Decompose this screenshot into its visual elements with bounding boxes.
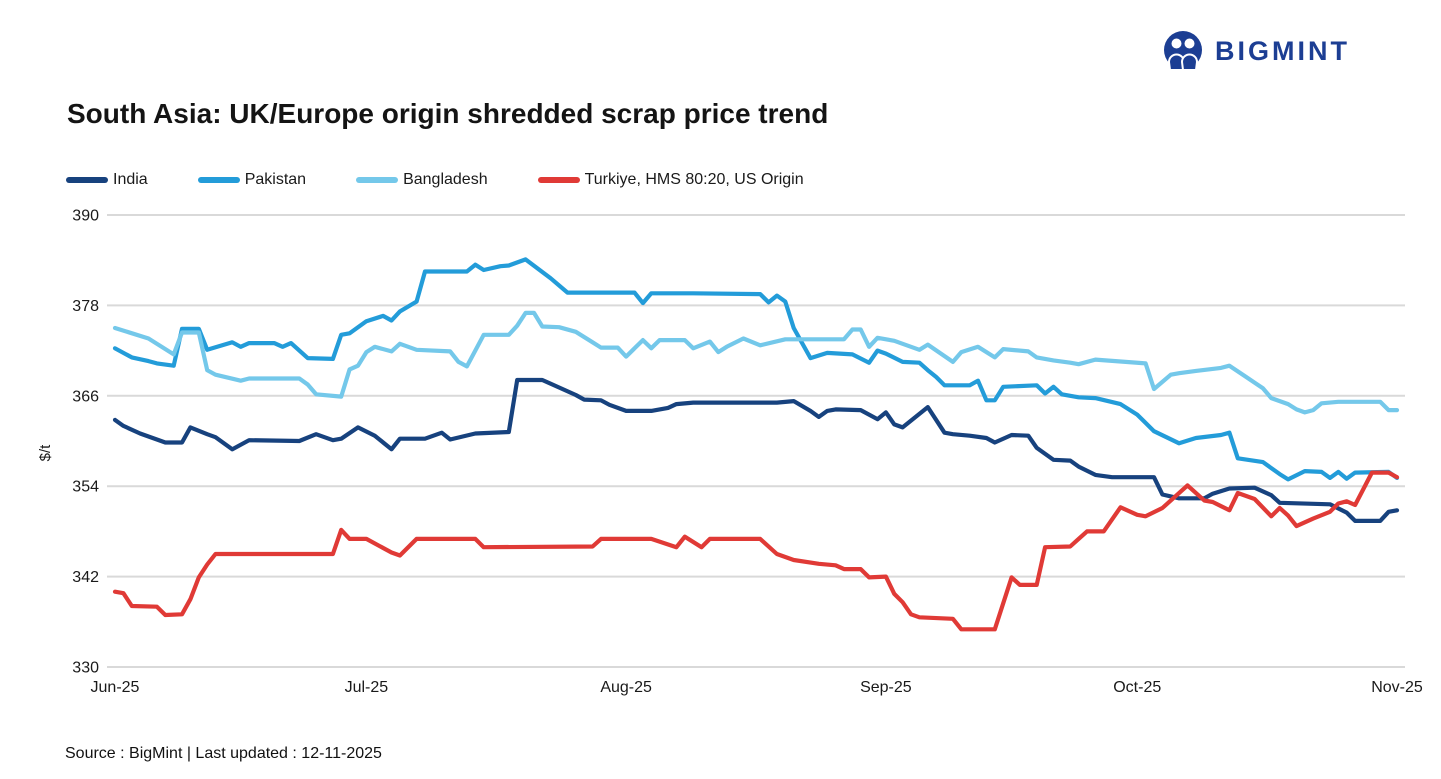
- bigmint-logo-icon: [1164, 31, 1202, 71]
- series-line-pakistan: [112, 257, 1400, 482]
- legend-label-turkiye-hms-80-20-us-origin: Turkiye, HMS 80:20, US Origin: [584, 171, 804, 188]
- y-tick-label-366: 366: [72, 388, 99, 405]
- legend-label-pakistan: Pakistan: [244, 171, 307, 188]
- legend-label-bangladesh: Bangladesh: [403, 171, 488, 188]
- y-tick-label-354: 354: [72, 479, 99, 496]
- x-tick-label-jul-25: Jul-25: [345, 679, 389, 696]
- bigmint-logo-text: BIGMINT: [1215, 35, 1350, 66]
- legend-swatch-bangladesh: [356, 177, 399, 183]
- y-tick-label-390: 390: [72, 208, 99, 225]
- series-line-turkiye-hms-80-20-us-origin: [112, 470, 1400, 632]
- chart-legend: India Pakistan Bangladesh Turkiye, HMS 80:2…: [66, 171, 854, 189]
- legend-item-pakistan: Pakistan: [197, 171, 307, 189]
- legend-swatch-pakistan: [197, 177, 240, 183]
- x-tick-label-jun-25: Jun-25: [91, 679, 140, 696]
- legend-item-india: India: [66, 171, 148, 189]
- y-tick-label-342: 342: [72, 569, 99, 586]
- y-axis-title: $/t: [37, 444, 54, 462]
- legend-label-india: India: [113, 171, 148, 188]
- bigmint-logo: BIGMINT: [1160, 28, 1350, 74]
- legend-swatch-turkiye-hms-80-20-us-origin: [537, 177, 580, 183]
- chart-title: South Asia: UK/Europe origin shredded sc…: [67, 98, 829, 129]
- price-trend-chart: 390 378 366 354 342 330 $/t Jun-25 Jul-25 Aug-25 S…: [0, 205, 1441, 705]
- y-tick-label-330: 330: [72, 660, 99, 677]
- series-line-bangladesh: [112, 310, 1400, 415]
- legend-item-turkiye-hms-80-20-us-origin: Turkiye, HMS 80:20, US Origin: [537, 171, 804, 189]
- legend-item-bangladesh: Bangladesh: [356, 171, 488, 189]
- y-tick-label-378: 378: [72, 298, 99, 315]
- source-note: Source : BigMint | Last updated : 12-11-…: [65, 745, 382, 762]
- x-tick-label-nov-25: Nov-25: [1371, 679, 1423, 696]
- x-tick-label-sep-25: Sep-25: [860, 679, 912, 696]
- legend-swatch-india: [66, 177, 108, 183]
- x-tick-label-aug-25: Aug-25: [600, 679, 652, 696]
- series-line-india: [112, 377, 1400, 523]
- x-tick-label-oct-25: Oct-25: [1113, 679, 1161, 696]
